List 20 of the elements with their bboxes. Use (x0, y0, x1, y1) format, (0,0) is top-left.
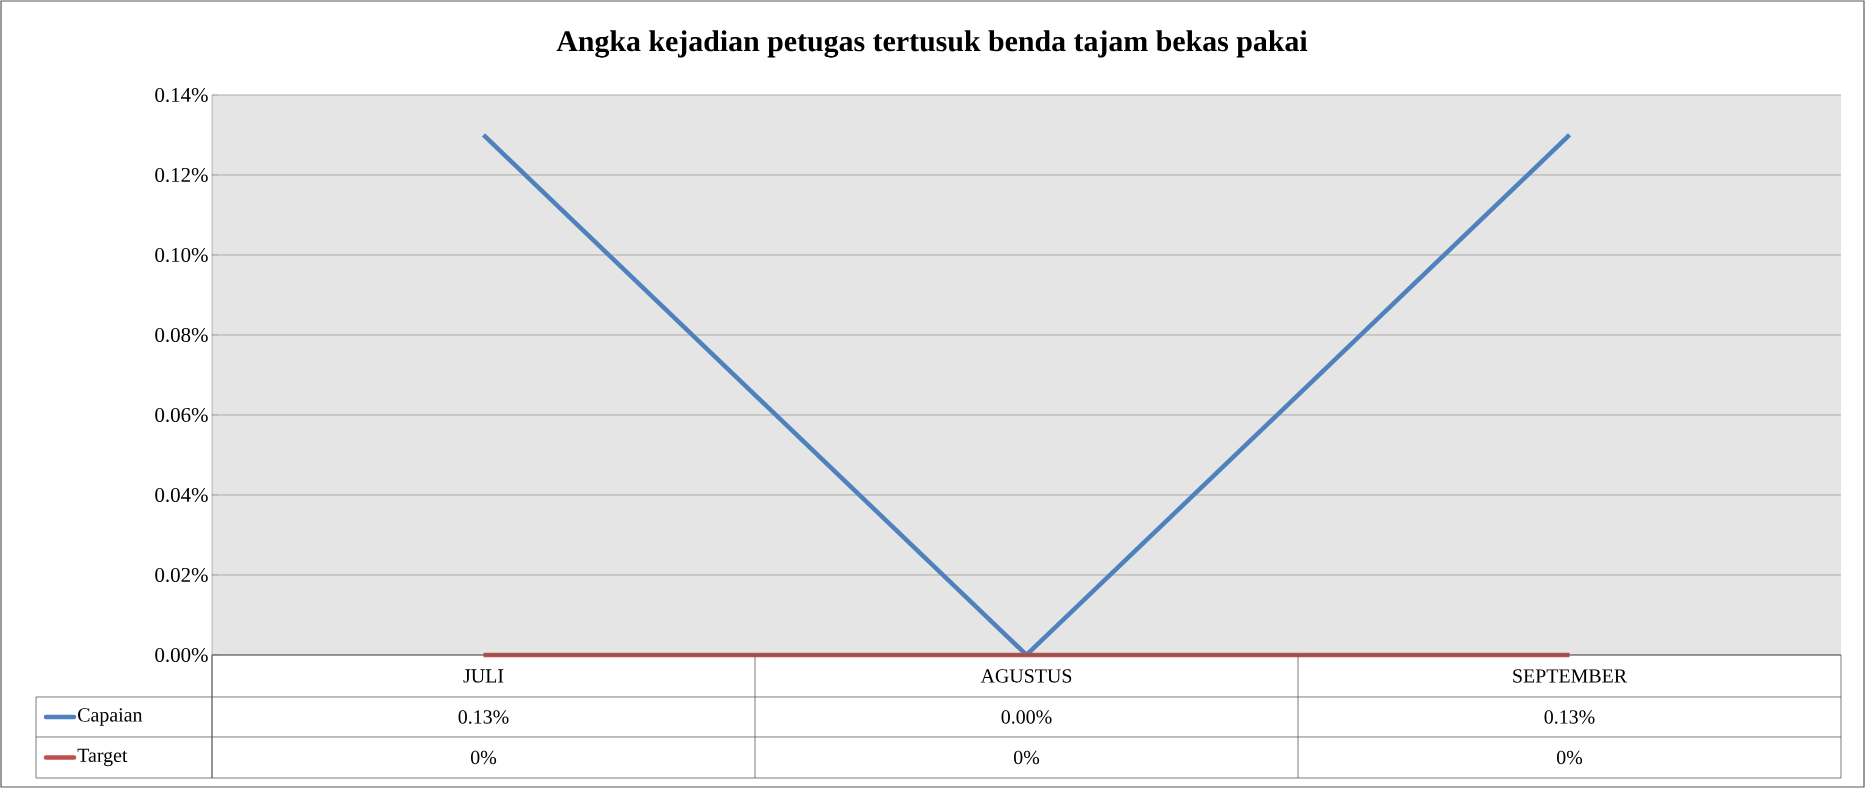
x-tick-label: SEPTEMBER (1513, 669, 1628, 683)
y-tick-label: 0.02% (155, 567, 208, 583)
data-label: 0% (1014, 750, 1040, 765)
data-label: 0.13% (458, 710, 509, 724)
y-tick-label: 0.06% (155, 407, 208, 423)
data-label: 0.00% (1001, 710, 1052, 724)
y-tick-label: 0.14% (155, 87, 208, 103)
y-tick-label: 0.12% (155, 167, 208, 183)
x-tick-label: AGUSTUS (980, 669, 1072, 683)
chart-title: Angka kejadian petugas tertusuk benda tajam bekas pakai (556, 30, 1308, 58)
y-tick-label: 0.00% (155, 647, 208, 663)
y-tick-label: 0.04% (155, 487, 208, 503)
y-tick-label: 0.10% (155, 247, 208, 263)
data-label: 0.13% (1544, 710, 1595, 724)
data-label: 0% (471, 750, 497, 765)
data-label: 0% (1556, 750, 1583, 765)
y-tick-label: 0.08% (155, 327, 208, 343)
legend-label: Target (77, 748, 128, 767)
legend-label: Capaian (78, 708, 143, 726)
x-tick-label: JULI (463, 669, 504, 683)
